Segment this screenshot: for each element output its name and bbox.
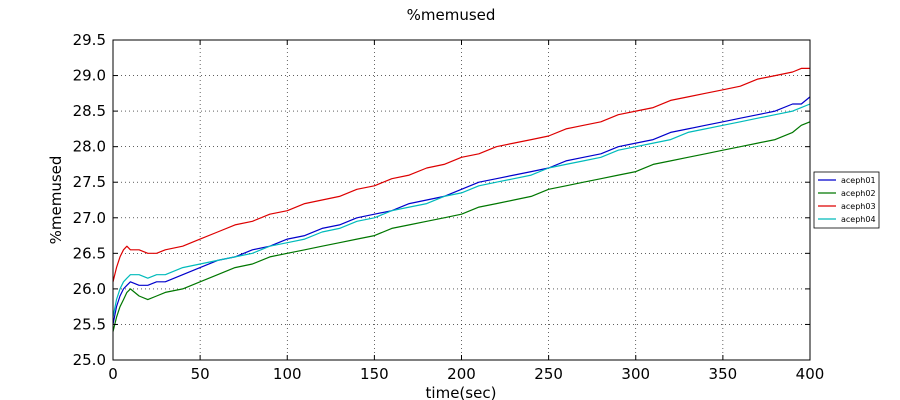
series-line-aceph04	[112, 103, 811, 318]
legend-entry-aceph04: aceph04	[841, 215, 876, 224]
legend-entry-aceph02: aceph02	[841, 189, 876, 198]
y-axis-ticks: 25.0 25.5 26.0 26.5 27.0 27.5 28.0 28.5 29.0 29.5	[73, 31, 810, 369]
series-lines	[112, 67, 811, 332]
x-axis-ticks: 0 50 100 150 200 250 300 350 400	[108, 40, 824, 383]
legend: aceph01 aceph02 aceph03 aceph04	[813, 171, 880, 229]
y-axis-label: %memused	[47, 156, 65, 245]
chart-title: %memused	[407, 6, 496, 24]
legend-entry-aceph03: aceph03	[841, 202, 876, 211]
y-tick-label: 29.0	[73, 67, 106, 85]
x-tick-label: 100	[273, 365, 302, 383]
x-tick-label: 200	[447, 365, 476, 383]
y-tick-label: 28.5	[73, 102, 106, 120]
x-tick-label: 400	[796, 365, 825, 383]
series-line-aceph02	[112, 121, 811, 332]
x-tick-label: 300	[621, 365, 650, 383]
y-tick-label: 25.5	[73, 315, 106, 333]
series-line-aceph01	[112, 96, 811, 325]
x-tick-label: 350	[709, 365, 738, 383]
x-axis-label: time(sec)	[426, 384, 497, 400]
grid-lines	[113, 40, 810, 360]
x-tick-label: 250	[534, 365, 563, 383]
y-tick-label: 27.5	[73, 173, 106, 191]
y-tick-label: 26.0	[73, 280, 106, 298]
y-tick-label: 26.5	[73, 244, 106, 262]
x-tick-label: 0	[108, 365, 118, 383]
y-tick-label: 28.0	[73, 138, 106, 156]
x-tick-label: 150	[360, 365, 389, 383]
y-tick-label: 29.5	[73, 31, 106, 49]
legend-entry-aceph01: aceph01	[841, 176, 876, 185]
y-tick-label: 25.0	[73, 351, 106, 369]
series-line-aceph03	[112, 67, 810, 282]
x-tick-label: 50	[191, 365, 210, 383]
y-tick-label: 27.0	[73, 209, 106, 227]
